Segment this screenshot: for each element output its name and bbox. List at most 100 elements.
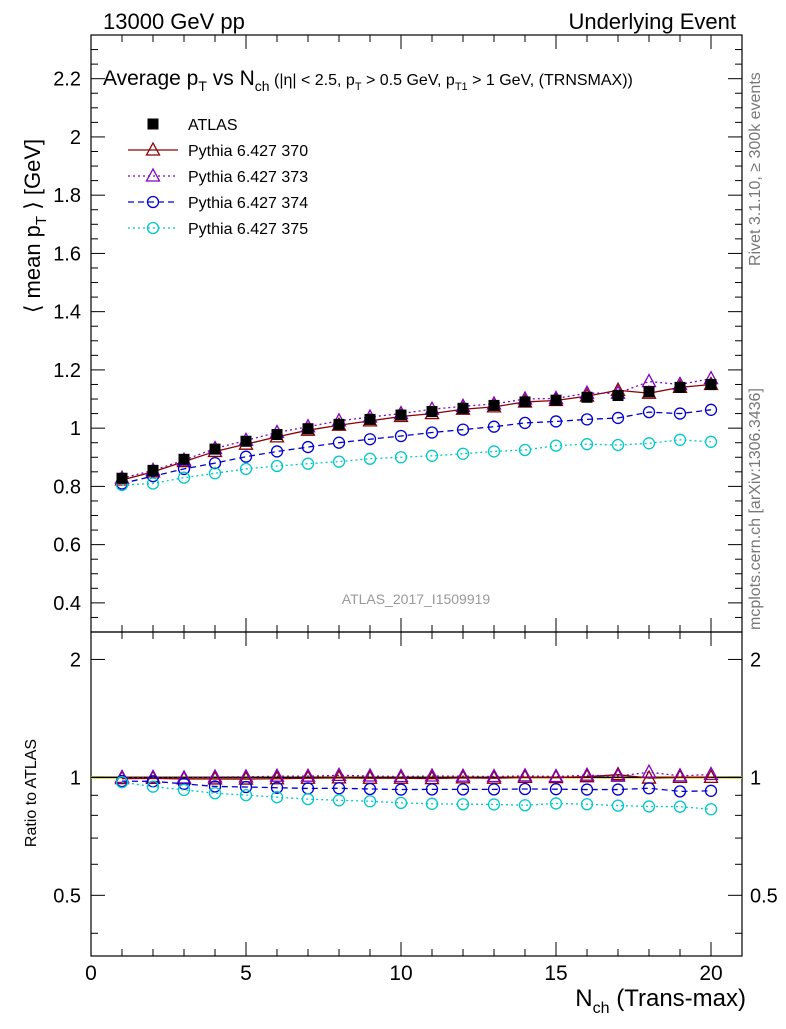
data-point-circle bbox=[208, 787, 222, 800]
data-point-circle bbox=[425, 426, 439, 439]
data-point-circle bbox=[208, 467, 222, 480]
data-point-triangle bbox=[176, 769, 192, 784]
legend-label: Pythia 6.427 370 bbox=[188, 143, 308, 160]
legend-entry: Pythia 6.427 374 bbox=[128, 195, 308, 212]
data-point-square bbox=[364, 413, 376, 425]
data-point-circle bbox=[673, 800, 687, 813]
data-point-circle bbox=[332, 782, 346, 795]
data-point-square bbox=[209, 443, 221, 455]
data-point-circle bbox=[146, 195, 160, 209]
ratio-panel-frame bbox=[90, 631, 743, 957]
data-point-square bbox=[116, 472, 128, 484]
x-tick-label: 20 bbox=[699, 962, 722, 985]
watermark: ATLAS_2017_I1509919 bbox=[342, 591, 491, 607]
data-point-circle bbox=[363, 433, 377, 446]
data-point-triangle bbox=[393, 768, 409, 783]
data-point-triangle bbox=[610, 766, 626, 781]
data-point-circle bbox=[270, 781, 284, 794]
data-point-triangle bbox=[145, 141, 161, 156]
ratio-y-tick-label: 1 bbox=[70, 767, 81, 789]
data-point-triangle bbox=[641, 373, 657, 388]
data-point-circle bbox=[270, 459, 284, 473]
data-point-triangle bbox=[517, 767, 533, 782]
legend-label: Pythia 6.427 375 bbox=[188, 221, 308, 238]
data-point-triangle bbox=[207, 770, 223, 785]
data-point-triangle bbox=[579, 766, 595, 781]
data-point-triangle bbox=[486, 768, 502, 783]
data-point-circle bbox=[394, 429, 408, 443]
data-point-square bbox=[240, 435, 252, 447]
data-point-circle bbox=[177, 777, 191, 790]
ratio-y-tick-label: 2 bbox=[70, 649, 81, 671]
data-point-triangle bbox=[672, 767, 688, 782]
data-point-circle bbox=[704, 403, 718, 416]
data-point-circle bbox=[301, 457, 315, 470]
data-point-circle bbox=[611, 438, 625, 452]
data-point-triangle bbox=[269, 767, 285, 782]
x-tick-label: 15 bbox=[544, 962, 567, 985]
data-point-square bbox=[643, 386, 655, 398]
data-point-circle bbox=[332, 794, 346, 807]
data-point-circle bbox=[301, 792, 315, 806]
ratio-y-tick-label-right: 2 bbox=[750, 649, 761, 671]
data-point-circle bbox=[549, 415, 563, 428]
data-point-triangle bbox=[641, 763, 657, 778]
legend-label: ATLAS bbox=[188, 117, 238, 134]
data-point-circle bbox=[704, 803, 718, 816]
data-point-circle bbox=[673, 407, 687, 420]
data-point-circle bbox=[704, 435, 718, 448]
data-point-circle bbox=[146, 477, 160, 490]
data-point-circle bbox=[518, 799, 532, 812]
data-point-square bbox=[271, 429, 283, 441]
data-point-circle bbox=[146, 221, 160, 235]
data-point-circle bbox=[456, 423, 470, 436]
data-point-triangle bbox=[300, 767, 316, 782]
main-ylabel: ⟨ mean pT ⟩ [GeV] bbox=[20, 139, 50, 313]
data-point-square bbox=[178, 453, 190, 465]
ratio-ylabel: Ratio to ATLAS bbox=[23, 739, 40, 847]
data-point-circle bbox=[642, 437, 656, 450]
data-point-circle bbox=[239, 462, 253, 476]
data-point-circle bbox=[425, 797, 439, 810]
y-tick-label: 2.2 bbox=[53, 69, 81, 91]
data-point-circle bbox=[363, 782, 377, 796]
data-point-circle bbox=[549, 797, 563, 810]
data-point-circle bbox=[487, 420, 501, 433]
data-point-square bbox=[147, 118, 159, 130]
data-point-circle bbox=[673, 433, 687, 446]
y-tick-label: 0.8 bbox=[53, 476, 81, 498]
x-tick-label: 0 bbox=[85, 962, 97, 985]
data-point-circle bbox=[580, 413, 594, 426]
data-point-circle bbox=[518, 416, 532, 430]
data-point-triangle bbox=[672, 769, 688, 784]
data-point-circle bbox=[425, 783, 439, 796]
data-point-triangle bbox=[207, 768, 223, 783]
data-point-square bbox=[488, 399, 500, 411]
legend-entry: Pythia 6.427 375 bbox=[128, 221, 308, 238]
y-tick-label: 1.6 bbox=[53, 243, 81, 265]
y-tick-label: 0.6 bbox=[53, 535, 81, 557]
data-point-triangle bbox=[703, 766, 719, 781]
data-point-triangle bbox=[703, 769, 719, 784]
data-point-circle bbox=[239, 450, 253, 463]
data-point-circle bbox=[394, 796, 408, 809]
data-point-circle bbox=[487, 798, 501, 811]
data-point-circle bbox=[642, 782, 656, 795]
data-point-circle bbox=[673, 785, 687, 798]
legend-label: Pythia 6.427 373 bbox=[188, 169, 308, 186]
data-point-square bbox=[674, 381, 686, 393]
data-point-circle bbox=[549, 783, 563, 796]
side-label-rivet: Rivet 3.1.10, ≥ 300k events bbox=[747, 72, 764, 266]
data-point-circle bbox=[549, 439, 563, 452]
data-point-circle bbox=[270, 445, 284, 458]
y-tick-label: 2 bbox=[70, 127, 81, 149]
header-right: Underlying Event bbox=[568, 9, 736, 34]
xlabel: Nch (Trans-max) bbox=[575, 985, 746, 1017]
data-point-circle bbox=[146, 780, 160, 793]
data-point-square bbox=[581, 391, 593, 403]
data-point-circle bbox=[487, 445, 501, 458]
data-point-triangle bbox=[424, 767, 440, 782]
data-point-circle bbox=[394, 783, 408, 796]
